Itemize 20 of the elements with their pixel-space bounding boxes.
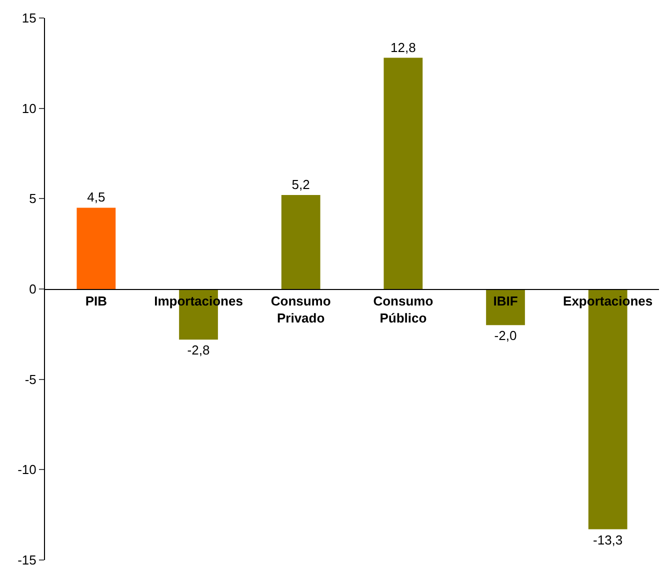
- y-tick-label: 15: [22, 10, 36, 26]
- data-label: 4,5: [87, 190, 106, 205]
- bar: [76, 208, 116, 289]
- y-tick-label: -15: [18, 552, 36, 568]
- y-tick-label: 10: [22, 100, 36, 116]
- data-label: 12,8: [390, 40, 416, 55]
- y-tick-label: -10: [18, 462, 36, 478]
- data-label: 5,2: [292, 177, 310, 192]
- x-tick-label: Consumo Público: [373, 294, 434, 326]
- data-label: -13,3: [593, 532, 623, 548]
- x-tick-label: IBIF: [493, 294, 518, 309]
- x-tick-label: Consumo Privado: [270, 294, 331, 326]
- y-tick-label: 0: [29, 282, 36, 297]
- data-label: -2,0: [494, 328, 517, 344]
- x-tick-label: PIB: [85, 294, 108, 309]
- bar: [281, 195, 320, 289]
- y-tick-label: 5: [29, 191, 36, 206]
- y-tick-label: -5: [24, 372, 36, 387]
- bar: [384, 58, 423, 289]
- data-label: -2,8: [187, 342, 210, 358]
